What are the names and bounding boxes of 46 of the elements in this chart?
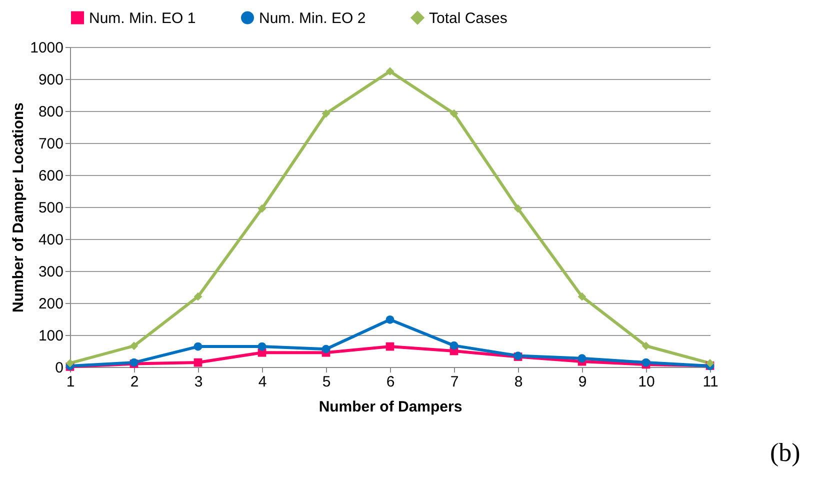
point	[578, 292, 586, 301]
point	[322, 109, 330, 118]
y-tick-label: 600	[38, 168, 64, 184]
point	[450, 341, 458, 350]
legend-label: Num. Min. EO 1	[89, 10, 196, 27]
y-tick-label: 300	[38, 264, 64, 280]
point	[386, 67, 394, 76]
point	[706, 358, 714, 368]
x-axis-title: Number of Dampers	[318, 398, 462, 416]
point	[130, 342, 138, 350]
point	[194, 292, 202, 301]
x-tick-label: 7	[450, 374, 459, 390]
x-tick-label: 5	[322, 374, 331, 390]
x-tick-label: 2	[130, 374, 139, 390]
y-tick-label: 900	[38, 72, 64, 88]
x-tick-label: 11	[702, 374, 718, 390]
y-tick-label: 0	[55, 360, 64, 376]
x-tick-label: 4	[258, 374, 267, 390]
x-tick-label: 1	[66, 374, 75, 390]
point	[194, 342, 202, 351]
y-tick-label: 700	[38, 136, 64, 152]
x-tick-label: 8	[514, 374, 523, 390]
point	[642, 342, 650, 350]
point	[194, 358, 202, 367]
point	[578, 354, 586, 363]
y-tick-label: 400	[38, 232, 64, 248]
y-tick-label: 100	[38, 328, 64, 344]
point	[258, 342, 266, 351]
point	[258, 204, 266, 213]
x-tick-label: 3	[194, 374, 203, 390]
y-tick-label: 1000	[30, 40, 64, 56]
y-tick-label: 800	[38, 104, 64, 120]
y-axis-title: Number of Damper Locations	[10, 102, 28, 313]
y-tick-label: 500	[38, 200, 64, 216]
x-tick-label: 6	[386, 374, 395, 390]
x-tick-label: 9	[578, 374, 587, 390]
legend-label: Total Cases	[429, 10, 508, 27]
point	[386, 315, 394, 324]
text: (b)	[770, 438, 800, 468]
y-tick-label: 200	[38, 296, 64, 312]
point	[450, 109, 458, 118]
legend-label: Num. Min. EO 2	[259, 10, 366, 27]
point	[386, 342, 394, 351]
x-tick-label: 10	[638, 374, 655, 390]
point	[322, 344, 330, 354]
point	[514, 204, 522, 213]
